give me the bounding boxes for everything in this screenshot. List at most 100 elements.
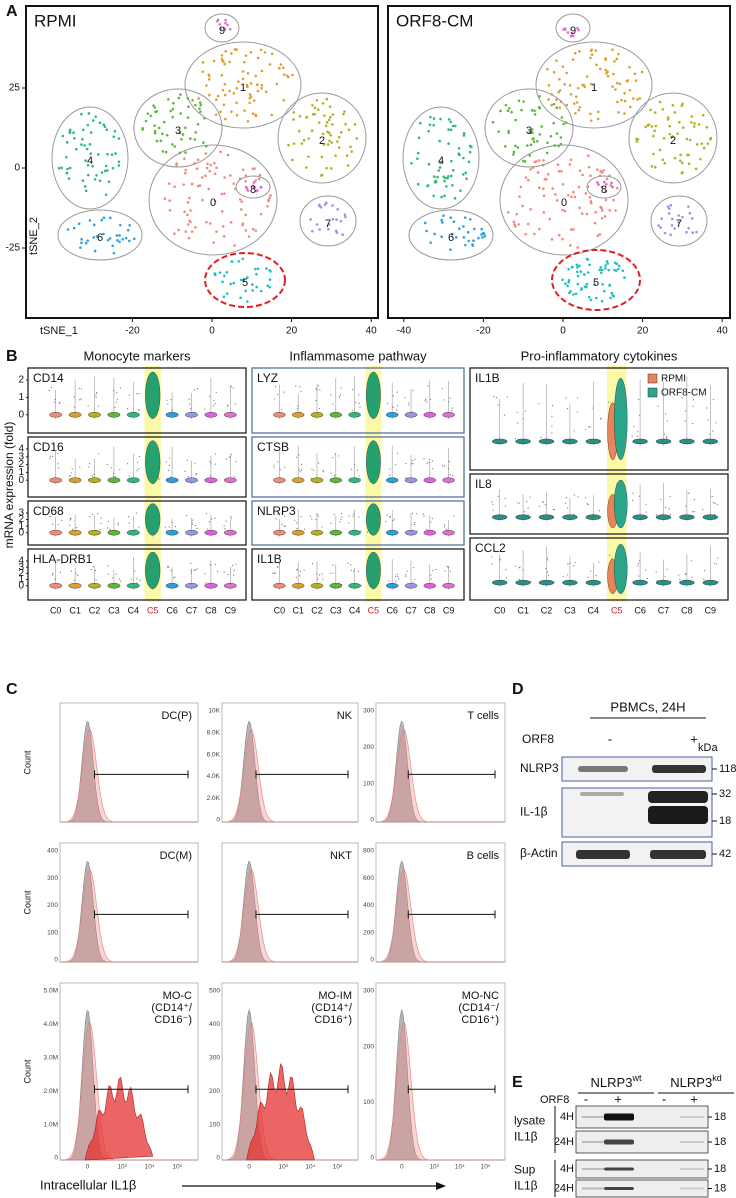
cell-dot — [128, 223, 132, 227]
cell-dot — [538, 186, 541, 190]
cell-dot — [513, 225, 517, 228]
cell-dot — [571, 58, 575, 61]
cell-dot — [652, 152, 655, 156]
cell-dot — [307, 155, 310, 158]
cell-dot — [678, 120, 681, 124]
violin — [88, 477, 101, 483]
jitter-dot — [396, 405, 398, 407]
cell-dot — [596, 168, 599, 171]
histogram-title: (CD14⁺/ — [311, 1002, 353, 1014]
violin — [348, 529, 361, 536]
cell-dot — [200, 176, 204, 179]
cell-dot — [548, 217, 552, 221]
cell-dot — [220, 54, 224, 57]
cell-dot — [254, 267, 257, 271]
jitter-dot — [451, 410, 453, 412]
y-tick-label: 3 — [18, 508, 24, 519]
jitter-dot — [338, 582, 340, 584]
cell-dot — [568, 291, 571, 295]
cell-dot — [220, 73, 224, 77]
jitter-dot — [194, 462, 196, 464]
y-tick-label: 1.0M — [44, 1121, 58, 1128]
cell-dot — [576, 282, 580, 286]
cell-dot — [229, 221, 233, 224]
violin — [366, 440, 381, 485]
jitter-dot — [205, 582, 207, 584]
jitter-dot — [232, 387, 234, 389]
cell-dot — [553, 144, 557, 147]
cell-dot — [653, 129, 656, 133]
cell-dot — [576, 86, 580, 90]
cell-dot — [259, 185, 263, 189]
cell-dot — [246, 189, 250, 192]
jitter-dot — [412, 567, 415, 569]
plot-title: RPMI — [34, 11, 77, 30]
cell-dot — [594, 49, 598, 52]
jitter-dot — [518, 578, 520, 580]
jitter-dot — [518, 502, 521, 504]
lane-label: - — [584, 1091, 588, 1106]
jitter-dot — [646, 577, 648, 580]
jitter-dot — [576, 397, 579, 399]
cell-dot — [224, 117, 227, 121]
cell-dot — [187, 105, 190, 109]
cell-dot — [107, 180, 111, 184]
violin-frame — [469, 537, 729, 601]
cell-dot — [213, 172, 217, 176]
cell-dot — [666, 118, 670, 121]
jitter-dot — [196, 568, 198, 570]
cell-dot — [248, 101, 252, 105]
cell-dot — [327, 227, 330, 231]
cell-dot — [320, 155, 324, 159]
cell-dot — [241, 257, 245, 261]
cell-dot — [184, 126, 187, 130]
cell-dot — [291, 158, 294, 162]
cell-dot — [576, 266, 579, 269]
jitter-dot — [281, 408, 283, 411]
cell-dot — [229, 282, 232, 286]
blot-label: NLRP3 — [520, 761, 559, 775]
jitter-dot — [295, 385, 297, 387]
group-sup: kd — [712, 1073, 722, 1083]
jitter-dot — [60, 513, 62, 515]
cell-dot — [566, 193, 570, 197]
cell-dot — [334, 154, 337, 157]
cell-dot — [499, 109, 502, 113]
cell-dot — [297, 129, 301, 133]
cell-dot — [549, 134, 553, 138]
jitter-dot — [565, 502, 567, 504]
histogram-title: CD16⁺) — [461, 1014, 499, 1026]
x-tick-label: 10⁵ — [333, 1164, 343, 1171]
cell-dot — [256, 89, 260, 93]
jitter-dot — [544, 504, 546, 506]
cell-dot — [589, 119, 593, 122]
cell-dot — [213, 199, 217, 203]
cell-dot — [667, 207, 671, 210]
y-tick-label: 100 — [209, 1121, 220, 1128]
cell-dot — [462, 131, 466, 135]
cell-dot — [98, 121, 102, 125]
cell-dot — [555, 199, 559, 202]
violin — [145, 440, 161, 485]
cell-dot — [223, 93, 227, 97]
cell-dot — [552, 102, 556, 106]
jitter-dot — [543, 501, 545, 503]
cell-dot — [230, 52, 233, 55]
band — [604, 1187, 634, 1190]
cell-dot — [223, 192, 226, 195]
jitter-dot — [233, 476, 236, 478]
cell-dot — [186, 201, 190, 204]
jitter-dot — [80, 388, 83, 390]
jitter-dot — [322, 578, 324, 580]
cell-dot — [177, 228, 180, 232]
jitter-dot — [541, 500, 544, 503]
jitter-dot — [389, 516, 391, 518]
cell-dot — [163, 197, 167, 201]
jitter-dot — [317, 385, 319, 387]
jitter-dot — [529, 496, 531, 498]
lane-label: + — [614, 1091, 622, 1106]
violin — [310, 529, 324, 536]
jitter-dot — [586, 503, 588, 505]
cell-dot — [327, 118, 331, 122]
jitter-dot — [397, 575, 399, 578]
